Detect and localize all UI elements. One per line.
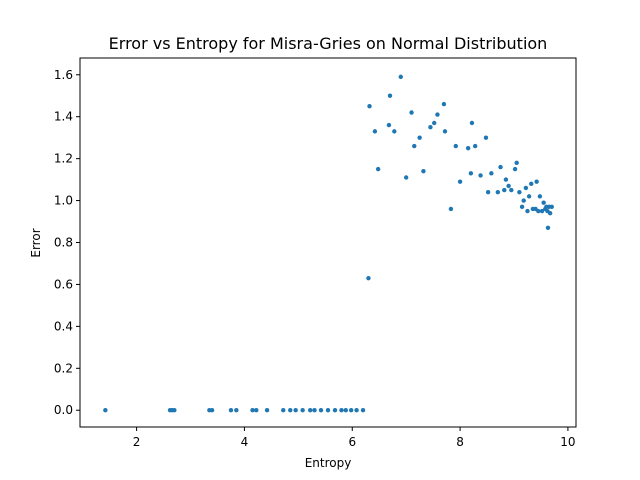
scatter-point (348, 408, 354, 413)
chart-title: Error vs Entropy for Misra-Gries on Norm… (109, 34, 548, 53)
scatter-point (536, 208, 541, 214)
scatter-point (478, 173, 483, 178)
scatter-point (417, 135, 422, 140)
scatter-point (517, 189, 522, 195)
scatter-point (442, 129, 448, 134)
data-points (103, 74, 554, 413)
scatter-point (521, 198, 526, 203)
scatter-point (495, 189, 501, 195)
scatter-point (250, 408, 255, 413)
scatter-point (549, 204, 554, 210)
scatter-point (539, 208, 545, 214)
scatter-point (354, 408, 359, 413)
x-axis: 2 4 6 8 10 (133, 427, 576, 449)
y-tick-label: 1.0 (54, 194, 73, 208)
scatter-point (512, 166, 518, 172)
scatter-point (421, 169, 426, 174)
scatter-point (498, 164, 503, 170)
scatter-point (293, 408, 298, 413)
scatter-point (547, 210, 553, 216)
scatter-point (312, 408, 317, 413)
scatter-point (428, 124, 433, 130)
scatter-point (325, 408, 331, 413)
scatter-point (483, 135, 489, 140)
scatter-point (228, 408, 234, 413)
scatter-point (367, 104, 372, 109)
scatter-point (506, 183, 511, 189)
scatter-point (172, 408, 177, 413)
scatter-point (343, 408, 348, 413)
scatter-point (366, 275, 371, 281)
scatter-point (435, 112, 440, 117)
y-axis-label: Error (29, 228, 43, 257)
x-tick-label: 10 (560, 435, 575, 449)
scatter-point (300, 408, 305, 413)
scatter-point (503, 177, 509, 182)
x-axis-label: Entropy (305, 456, 352, 470)
scatter-point (441, 101, 447, 107)
scatter-point (360, 408, 366, 413)
x-tick-label: 2 (133, 435, 141, 449)
y-tick-label: 0.8 (54, 236, 73, 250)
scatter-point (409, 110, 414, 115)
scatter-point (469, 120, 475, 126)
scatter-point (453, 143, 458, 149)
scatter-point (254, 408, 259, 413)
scatter-point (534, 179, 539, 184)
scatter-point (281, 408, 286, 413)
scatter-point (234, 408, 239, 413)
scatter-point (392, 129, 397, 134)
scatter-point (485, 189, 491, 195)
scatter-point (541, 200, 546, 205)
scatter-point (308, 408, 313, 413)
scatter-point (472, 143, 478, 149)
scatter-point (264, 408, 270, 413)
scatter-point (448, 206, 454, 212)
scatter-point (372, 129, 378, 134)
scatter-point (529, 181, 534, 186)
y-tick-label: 1.2 (54, 152, 73, 166)
y-tick-label: 0.4 (54, 319, 73, 333)
scatter-point (502, 187, 507, 193)
x-tick-label: 6 (348, 435, 356, 449)
scatter-point (318, 408, 324, 413)
scatter-point (403, 175, 409, 180)
scatter-point (387, 93, 393, 98)
y-tick-label: 1.4 (54, 110, 73, 124)
scatter-point (375, 166, 381, 172)
scatter-point (519, 204, 525, 210)
scatter-point (526, 194, 532, 199)
scatter-point (209, 408, 215, 413)
scatter-point (288, 408, 293, 413)
scatter-point (465, 145, 471, 151)
x-tick-label: 4 (241, 435, 249, 449)
scatter-point (412, 143, 417, 149)
scatter-point (509, 187, 514, 193)
scatter-point (457, 179, 463, 184)
scatter-point (514, 160, 519, 166)
scatter-point (332, 408, 338, 413)
scatter-point (525, 208, 530, 214)
y-tick-label: 1.6 (54, 68, 73, 82)
plot-frame (79, 57, 577, 428)
scatter-point (339, 408, 344, 413)
y-tick-label: 0.6 (54, 277, 73, 291)
scatter-point (103, 408, 108, 413)
scatter-point (537, 194, 543, 199)
scatter-point (545, 225, 551, 231)
y-axis: 0.0 0.2 0.4 0.6 0.8 1.0 1.2 1.4 1.6 (54, 68, 80, 417)
scatter-point (432, 120, 437, 126)
x-tick-label: 8 (456, 435, 464, 449)
scatter-point (523, 185, 529, 191)
scatter-point (386, 122, 392, 128)
y-tick-label: 0.2 (54, 361, 73, 375)
scatter-point (468, 171, 474, 176)
scatter-point (489, 171, 494, 176)
scatter-point (398, 74, 403, 80)
y-tick-label: 0.0 (54, 403, 73, 417)
